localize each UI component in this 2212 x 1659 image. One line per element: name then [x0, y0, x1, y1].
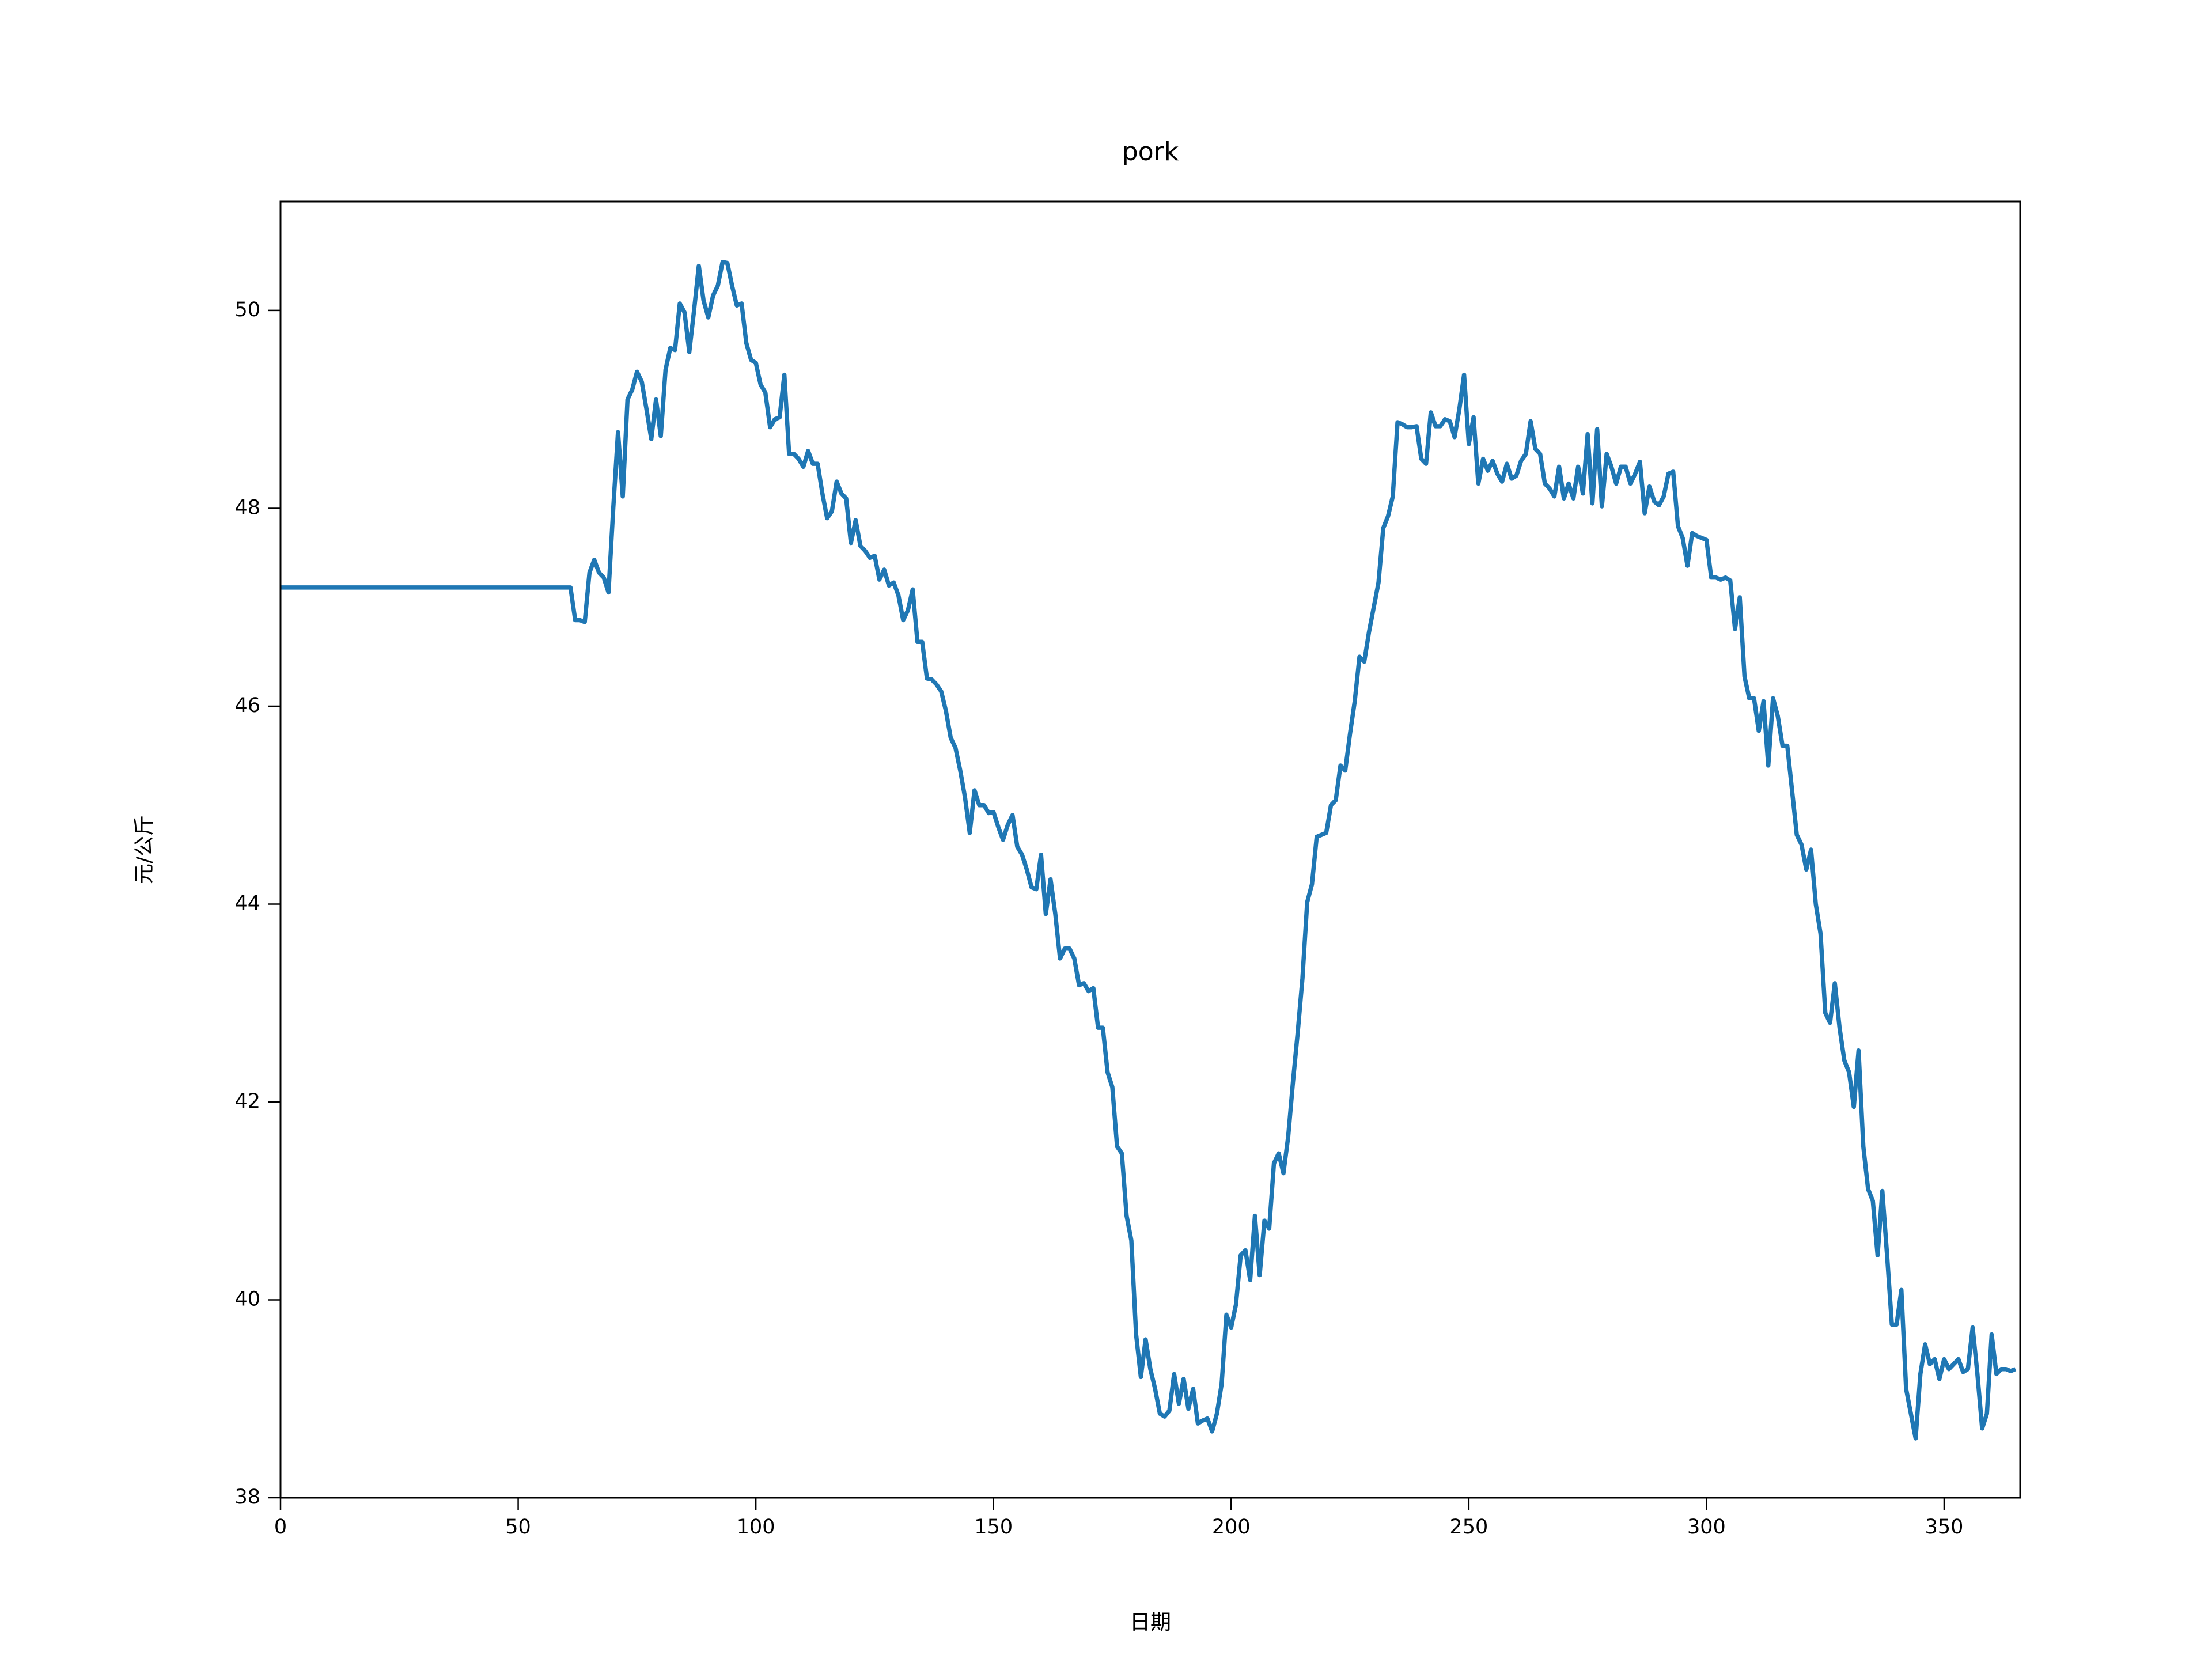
y-axis-label: 元/公斤 [132, 815, 156, 884]
x-tick-label: 300 [1687, 1516, 1726, 1539]
chart-title: pork [1122, 137, 1179, 166]
y-tick-label: 50 [234, 298, 260, 321]
x-tick-label: 50 [505, 1516, 531, 1539]
data-line [281, 260, 2017, 1441]
x-tick-label: 200 [1212, 1516, 1251, 1539]
plot-frame [279, 200, 2021, 1499]
x-tick-label: 0 [274, 1516, 287, 1539]
x-tick-label: 350 [1925, 1516, 1964, 1539]
y-tick-label: 38 [234, 1486, 260, 1509]
y-tick-label: 44 [234, 892, 260, 915]
y-tick-label: 42 [234, 1090, 260, 1113]
y-tick-label: 48 [234, 496, 260, 519]
y-tick-label: 46 [234, 694, 260, 717]
y-tick-label: 40 [234, 1287, 260, 1310]
x-tick-label: 250 [1449, 1516, 1488, 1539]
x-tick-label: 150 [974, 1516, 1013, 1539]
x-tick-label: 100 [737, 1516, 775, 1539]
x-axis-label: 日期 [1130, 1611, 1171, 1634]
